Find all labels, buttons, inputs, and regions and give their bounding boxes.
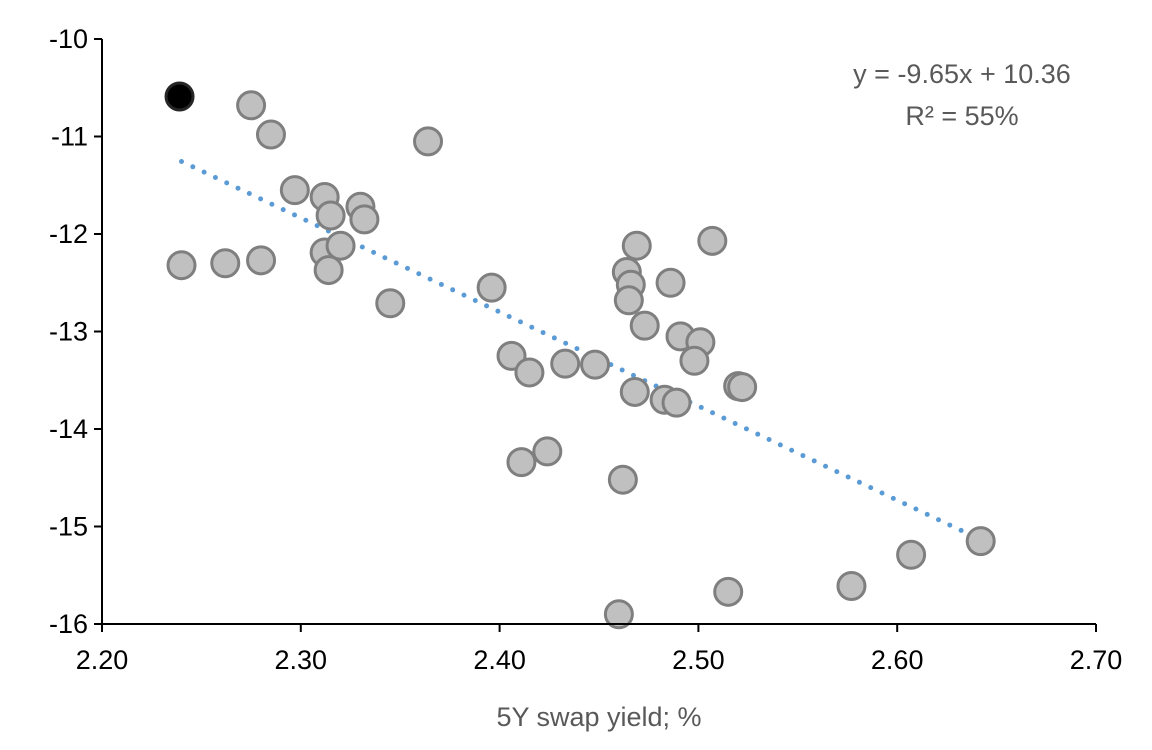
data-point xyxy=(727,372,758,403)
data-point xyxy=(679,345,710,376)
data-point xyxy=(506,447,537,478)
axes: -10 -11 -12 -13 -14 -15 -16 2.20 2.30 2.40 2.50 2.6… xyxy=(49,24,1122,675)
data-point xyxy=(413,126,444,157)
points-layer xyxy=(164,81,996,630)
data-point xyxy=(166,250,197,281)
data-point xyxy=(836,570,867,601)
data-point xyxy=(236,90,267,121)
data-point xyxy=(550,348,581,379)
data-point xyxy=(532,436,563,467)
data-point xyxy=(896,539,927,570)
data-point xyxy=(279,175,310,206)
x-axis-label: 5Y swap yield; % xyxy=(496,702,701,732)
data-point xyxy=(246,245,277,276)
data-point xyxy=(580,349,611,380)
data-point xyxy=(210,248,241,279)
y-tick-label: -14 xyxy=(49,414,88,444)
x-tick-label: 2.20 xyxy=(76,645,129,675)
data-point xyxy=(629,310,660,341)
trendline xyxy=(179,158,980,541)
x-tick-label: 2.40 xyxy=(473,645,526,675)
r-squared: R² = 55% xyxy=(905,101,1018,131)
data-point xyxy=(375,288,406,319)
data-point xyxy=(603,599,634,630)
y-tick-label: -12 xyxy=(49,219,88,249)
data-point xyxy=(621,230,652,261)
trendline-path xyxy=(179,158,980,541)
data-point xyxy=(661,387,692,418)
data-point xyxy=(514,357,545,388)
y-tick-label: -16 xyxy=(49,609,88,639)
data-point xyxy=(713,576,744,607)
data-point xyxy=(613,285,644,316)
regression-equation: y = -9.65x + 10.36 xyxy=(853,59,1071,89)
data-point xyxy=(313,255,344,286)
data-point xyxy=(619,376,650,407)
data-point xyxy=(315,200,346,231)
data-point xyxy=(255,119,286,150)
data-point xyxy=(697,225,728,256)
data-point xyxy=(655,267,686,298)
y-tick-label: -15 xyxy=(49,512,88,542)
y-tick-label: -13 xyxy=(49,317,88,347)
x-tick-label: 2.50 xyxy=(672,645,725,675)
x-tick-label: 2.30 xyxy=(275,645,328,675)
x-tick-label: 2.70 xyxy=(1070,645,1123,675)
data-point xyxy=(476,272,507,303)
data-point xyxy=(325,230,356,261)
data-point xyxy=(349,204,380,235)
y-tick-label: -10 xyxy=(49,24,88,54)
highlight-data-point xyxy=(164,81,195,112)
data-point xyxy=(607,464,638,495)
data-point xyxy=(965,526,996,557)
x-tick-label: 2.60 xyxy=(871,645,924,675)
y-tick-label: -11 xyxy=(51,122,88,152)
